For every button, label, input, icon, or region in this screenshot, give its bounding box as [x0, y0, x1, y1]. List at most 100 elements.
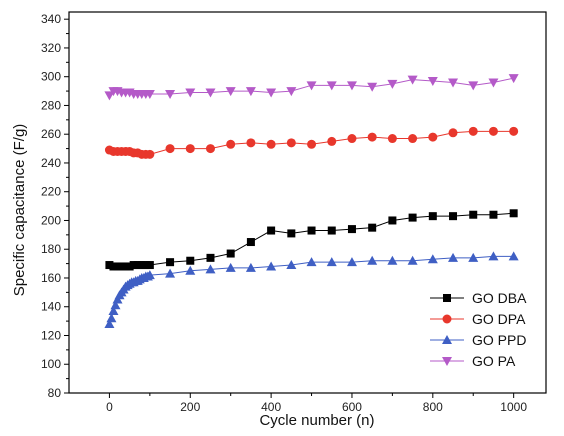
- data-point: [186, 256, 195, 265]
- x-tick-label: 800: [423, 400, 443, 414]
- data-point: [408, 134, 418, 144]
- data-point: [488, 251, 499, 261]
- data-point: [468, 252, 479, 262]
- data-point: [125, 262, 134, 271]
- x-tick-label: 600: [342, 400, 362, 414]
- data-point: [245, 262, 256, 272]
- legend-label: GO PA: [472, 353, 516, 369]
- legend-marker: [442, 335, 452, 344]
- data-point: [266, 88, 277, 98]
- data-point: [347, 134, 357, 144]
- data-point: [267, 226, 276, 235]
- data-point: [306, 257, 317, 267]
- data-point: [266, 139, 276, 149]
- legend-marker: [442, 357, 452, 366]
- data-point: [326, 81, 337, 91]
- data-point: [110, 300, 121, 310]
- data-point: [165, 89, 176, 99]
- y-tick-label: 200: [41, 213, 61, 227]
- data-point: [246, 138, 256, 148]
- data-point: [307, 139, 317, 149]
- data-point: [306, 81, 317, 91]
- data-point: [448, 252, 459, 262]
- data-point: [327, 136, 337, 146]
- data-point: [508, 251, 519, 261]
- data-point: [166, 258, 175, 267]
- data-point: [449, 212, 458, 221]
- data-point: [117, 262, 126, 271]
- data-point: [185, 88, 196, 98]
- y-tick-label: 160: [41, 271, 61, 285]
- data-point: [109, 262, 118, 271]
- y-tick-label: 240: [41, 156, 61, 170]
- data-point: [387, 79, 398, 89]
- data-point: [286, 87, 297, 97]
- data-point: [488, 78, 499, 88]
- y-tick-label: 300: [41, 70, 61, 84]
- data-point: [245, 87, 256, 97]
- y-tick-label: 100: [41, 357, 61, 371]
- legend-marker: [443, 294, 451, 302]
- y-tick-label: 140: [41, 300, 61, 314]
- x-tick-label: 200: [180, 400, 200, 414]
- x-tick-label: 400: [261, 400, 281, 414]
- data-point: [226, 139, 236, 149]
- data-point: [428, 212, 437, 221]
- data-point: [137, 261, 146, 270]
- data-point: [509, 209, 518, 218]
- legend-label: GO PPD: [472, 332, 526, 348]
- x-axis-title: Cycle number (n): [259, 412, 374, 429]
- y-tick-label: 120: [41, 328, 61, 342]
- data-point: [165, 144, 175, 154]
- data-point: [367, 82, 378, 92]
- data-point: [185, 144, 195, 154]
- data-point: [121, 262, 130, 271]
- data-point: [185, 265, 196, 275]
- data-point: [286, 260, 297, 270]
- data-point: [427, 254, 438, 264]
- data-point: [287, 229, 296, 238]
- legend-entry: GO PA: [430, 353, 516, 369]
- data-point: [106, 313, 117, 323]
- y-tick-label: 80: [48, 386, 62, 400]
- legend-entry: GO DBA: [430, 290, 527, 306]
- axes: 0 200 400 600 800 1000 80 100 120 140 160 180 200 220…: [41, 11, 547, 414]
- data-point: [225, 87, 236, 97]
- data-point: [129, 261, 138, 270]
- data-point: [387, 255, 398, 265]
- data-point: [205, 144, 215, 154]
- y-tick-label: 220: [41, 185, 61, 199]
- data-point: [205, 88, 216, 98]
- legend-entry: GO PPD: [430, 332, 526, 348]
- data-point: [469, 210, 478, 219]
- series-go-dpa: [104, 126, 519, 159]
- data-point: [144, 89, 155, 99]
- series-line: [108, 255, 514, 325]
- data-point: [428, 132, 438, 142]
- legend-marker: [442, 314, 452, 324]
- data-point: [468, 126, 478, 136]
- data-point: [133, 261, 142, 270]
- data-point: [266, 261, 277, 271]
- data-point: [367, 255, 378, 265]
- data-point: [206, 253, 215, 262]
- y-tick-label: 180: [41, 242, 61, 256]
- data-point: [448, 78, 459, 88]
- data-point: [489, 210, 498, 219]
- data-point: [105, 261, 114, 270]
- data-point: [427, 77, 438, 87]
- y-tick-label: 280: [41, 98, 61, 112]
- data-point: [388, 216, 397, 225]
- legend-entry: GO DPA: [430, 311, 526, 327]
- data-point: [346, 257, 357, 267]
- data-point: [408, 213, 417, 222]
- data-point: [387, 134, 397, 144]
- x-tick-label: 1000: [500, 400, 527, 414]
- y-axis-title: Specific capacitance (F/g): [11, 124, 28, 297]
- data-point: [104, 91, 115, 101]
- legend: GO DBA GO DPA GO PPD GO PA: [430, 290, 527, 369]
- series-go-ppd: [104, 251, 519, 328]
- series-go-dba: [105, 209, 518, 271]
